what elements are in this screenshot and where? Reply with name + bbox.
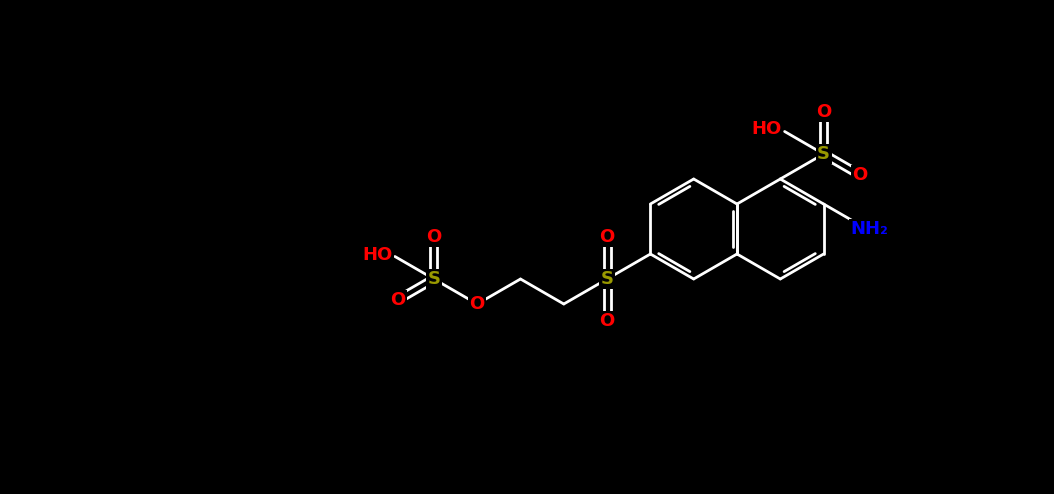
Text: HO: HO (363, 246, 393, 263)
Text: S: S (427, 270, 441, 288)
Text: O: O (600, 228, 614, 246)
Text: O: O (426, 228, 442, 246)
Text: O: O (390, 291, 405, 309)
Text: S: S (817, 145, 831, 163)
Text: O: O (600, 312, 614, 330)
Text: S: S (601, 270, 613, 288)
Text: O: O (470, 295, 485, 313)
Text: O: O (853, 166, 867, 184)
Text: NH₂: NH₂ (850, 220, 887, 238)
Text: HO: HO (752, 121, 782, 138)
Text: O: O (816, 103, 832, 121)
